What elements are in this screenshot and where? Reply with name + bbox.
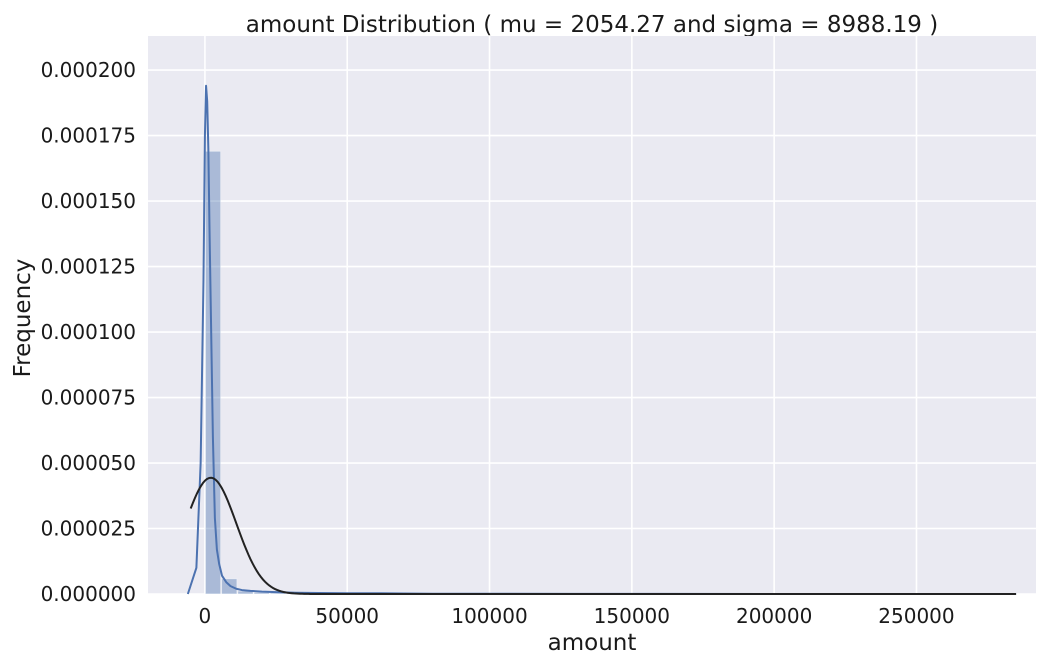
chart-title: amount Distribution ( mu = 2054.27 and s… <box>246 12 938 38</box>
x-tick-labels: 0 50000 100000 150000 200000 250000 <box>199 604 955 628</box>
y-axis-label: Frequency <box>10 259 36 378</box>
y-tick-label: 0.000075 <box>41 386 136 410</box>
y-tick-label: 0.000200 <box>41 58 136 82</box>
x-tick-label: 0 <box>199 604 212 628</box>
y-tick-label: 0.000100 <box>41 320 136 344</box>
plot-background <box>148 36 1036 594</box>
grid-lines <box>148 36 1036 595</box>
y-tick-label: 0.000125 <box>41 255 136 279</box>
normal-fit-curve <box>189 476 1017 595</box>
y-tick-label: 0.000050 <box>41 451 136 475</box>
x-tick-label: 100000 <box>451 604 527 628</box>
y-tick-labels: 0.000000 0.000025 0.000050 0.000075 0.000100… <box>41 58 136 606</box>
y-tick-label: 0.000150 <box>41 189 136 213</box>
x-tick-label: 200000 <box>736 604 812 628</box>
y-tick-label: 0.000175 <box>41 124 136 148</box>
curves <box>186 84 1017 595</box>
histogram-bar <box>221 578 238 595</box>
x-tick-label: 150000 <box>594 604 670 628</box>
x-tick-label: 250000 <box>878 604 954 628</box>
y-tick-label: 0.000025 <box>41 517 136 541</box>
x-tick-label: 50000 <box>315 604 379 628</box>
y-tick-label: 0.000000 <box>41 582 136 606</box>
x-axis-label: amount <box>548 630 637 656</box>
histogram-bar <box>205 150 222 595</box>
